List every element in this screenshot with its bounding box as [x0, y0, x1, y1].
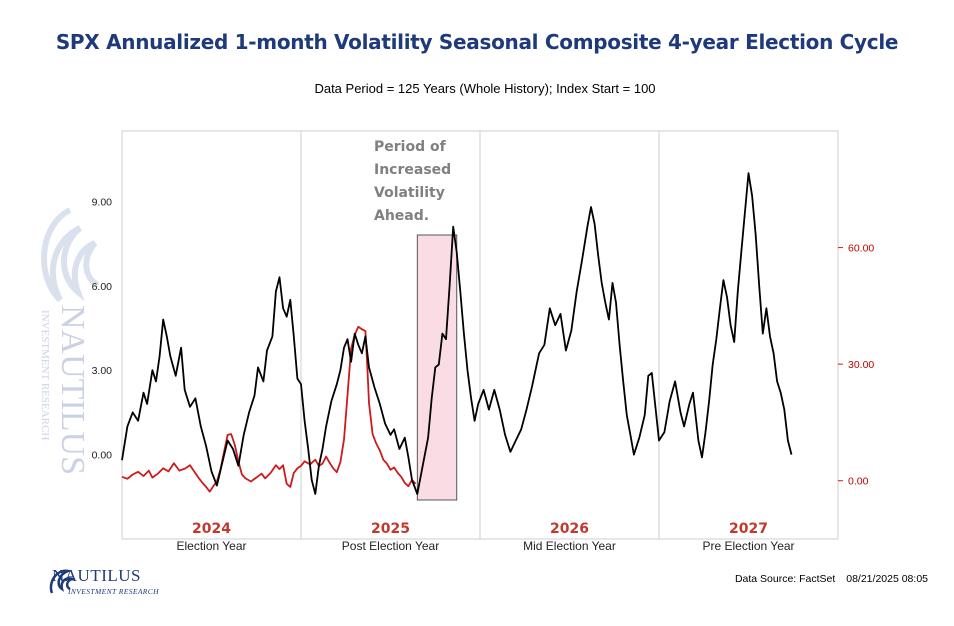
phase-label: Post Election Year — [342, 539, 439, 553]
annotation-line: Volatility — [374, 185, 445, 201]
left-tick-label: 0.00 — [92, 450, 113, 462]
logo-name: NAUTILUS — [52, 566, 141, 585]
phase-label: Election Year — [176, 539, 246, 553]
watermark-swirl-icon — [41, 207, 100, 303]
year-label: 2027 — [729, 521, 768, 537]
left-tick-label: 6.00 — [92, 281, 113, 293]
year-label: 2024 — [192, 521, 231, 537]
phase-label: Mid Election Year — [523, 539, 616, 553]
x-axis: 2024 Election Year 2025 Post Election Year 2… — [176, 521, 794, 553]
nautilus-logo — [49, 569, 76, 594]
watermark-name: NAUTILUS — [54, 305, 91, 475]
nautilus-swirl-icon — [49, 569, 76, 594]
right-tick-label: 60.00 — [848, 243, 874, 255]
series-line-composite — [121, 172, 793, 495]
annotation-text: Period of Increased Volatility Ahead. — [374, 139, 451, 224]
phase-label: Pre Election Year — [702, 539, 794, 553]
footer-source: Data Source: FactSet 08/21/2025 08:05 — [727, 573, 928, 585]
year-label: 2025 — [371, 521, 410, 537]
right-tick-label: 30.00 — [848, 359, 874, 371]
left-tick-label: 9.00 — [92, 196, 113, 208]
watermark-logo: NAUTILUS INVESTMENT RESEARCH — [39, 207, 100, 475]
timestamp: 08/21/2025 08:05 — [846, 573, 928, 585]
chart-title: SPX Annualized 1-month Volatility Season… — [55, 30, 899, 54]
watermark-tagline: INVESTMENT RESEARCH — [39, 310, 51, 440]
logo-tagline: INVESTMENT RESEARCH — [68, 587, 160, 596]
annotation-line: Ahead. — [374, 208, 429, 224]
series-line-current — [121, 325, 417, 493]
chart-subtitle: Data Period = 125 Years (Whole History);… — [314, 81, 656, 96]
annotation-line: Increased — [374, 162, 451, 178]
annotation-line: Period of — [374, 139, 447, 155]
left-tick-label: 3.00 — [92, 365, 113, 377]
year-label: 2026 — [550, 521, 589, 537]
right-axis: 60.00 30.00 0.00 — [838, 243, 874, 488]
year-dividers — [300, 131, 660, 539]
left-axis: 9.00 6.00 3.00 0.00 — [92, 196, 113, 461]
data-source: Data Source: FactSet — [734, 573, 836, 585]
right-tick-label: 0.00 — [848, 476, 869, 488]
